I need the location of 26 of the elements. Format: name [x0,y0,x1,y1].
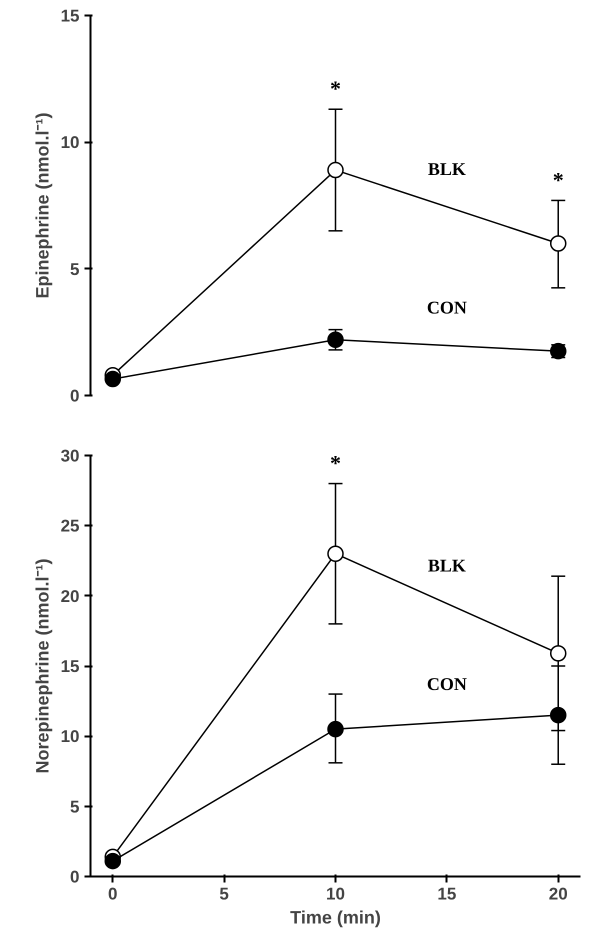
y-tick-label: 15 [60,657,80,676]
series-label: BLK [428,556,466,576]
y-tick-label: 10 [60,133,80,152]
y-axis-title: Epinephrine (nmol.l⁻¹) [32,112,53,298]
x-tick-label: 20 [548,884,568,904]
series-label: BLK [428,158,466,179]
x-tick-label: 10 [326,884,345,904]
x-axis-title: Time (min) [290,908,381,928]
y-tick-label: 25 [60,516,80,536]
x-tick-label: 0 [108,884,118,904]
annotation: * [552,167,564,192]
y-tick-label: 5 [70,797,80,816]
y-axis-title: Norepinephrine (nmol.l⁻¹) [32,558,53,774]
series-label: CON [426,297,467,318]
x-tick-label: 5 [219,884,229,904]
y-tick-label: 10 [60,727,80,746]
x-tick-label: 15 [437,884,456,904]
y-tick-label: 20 [60,586,80,606]
y-tick-label: 0 [70,386,80,406]
series-label: CON [426,674,467,694]
y-tick-label: 15 [60,6,80,26]
annotation: * [330,76,341,102]
y-tick-label: 30 [60,446,80,466]
y-tick-label: 0 [70,868,80,886]
annotation: * [330,450,341,476]
y-tick-label: 5 [70,260,80,279]
